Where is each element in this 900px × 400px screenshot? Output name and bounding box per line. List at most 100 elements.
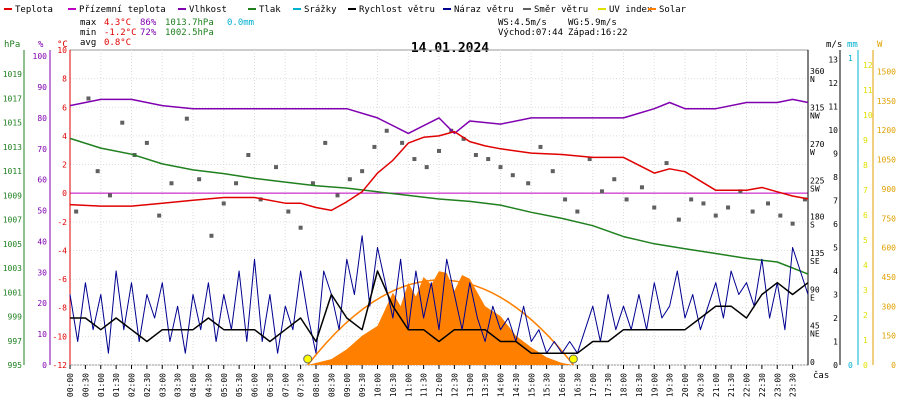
- tick-pct: 20: [37, 299, 47, 308]
- tick-time: 15:00: [527, 373, 536, 397]
- tick-uv: 7: [863, 186, 868, 195]
- wind-direction-point: [624, 197, 629, 202]
- tick-temp: 10: [57, 46, 67, 55]
- tick-dir-label: NW: [810, 112, 820, 121]
- stat-sunrise: Východ:07:44: [498, 28, 563, 38]
- tick-hpa: 1005: [3, 240, 22, 249]
- tick-dir-label: E: [810, 293, 815, 302]
- stat-value: 0.8°C: [104, 38, 131, 48]
- wind-direction-point: [424, 165, 429, 170]
- tick-time: 21:30: [727, 373, 736, 397]
- stat-value: min: [80, 28, 96, 38]
- wind-direction-point: [144, 140, 149, 145]
- tick-pct: 30: [37, 268, 47, 277]
- tick-time: 11:00: [404, 373, 413, 397]
- tick-ms: 0: [833, 361, 838, 370]
- tick-ms: 7: [833, 196, 838, 205]
- tick-time: 22:00: [743, 373, 752, 397]
- axis-unit-ms: m/s: [826, 40, 842, 50]
- tick-time: 17:30: [604, 373, 613, 397]
- series-humidity-line: [69, 98, 809, 135]
- wind-direction-point: [74, 209, 79, 214]
- wind-direction-point: [310, 181, 315, 186]
- wind-direction-point: [689, 197, 694, 202]
- tick-uv: 1: [863, 336, 868, 345]
- tick-time: 07:30: [297, 373, 306, 397]
- tick-hpa: 1009: [3, 191, 22, 200]
- wind-direction-point: [274, 165, 279, 170]
- sunrise-marker: [303, 354, 313, 364]
- tick-time: 20:00: [681, 373, 690, 397]
- tick-hpa: 1001: [3, 288, 22, 297]
- stat-value: 72%: [140, 28, 157, 38]
- tick-dir: 315: [810, 104, 825, 113]
- tick-dir: 0: [810, 358, 815, 367]
- tick-time: 10:00: [374, 373, 383, 397]
- tick-time: 16:00: [558, 373, 567, 397]
- wind-direction-point: [400, 140, 405, 145]
- tick-time: 12:30: [450, 373, 459, 397]
- tick-dir: 225: [810, 176, 825, 185]
- stat-value: 86%: [140, 18, 157, 28]
- wind-direction-point: [750, 209, 755, 214]
- legend-label: Teplota: [15, 5, 53, 15]
- tick-pct: 80: [37, 114, 47, 123]
- tick-time: 06:00: [251, 373, 260, 397]
- tick-temp: -12: [53, 361, 68, 370]
- tick-ms: 12: [828, 79, 838, 88]
- tick-uv: 5: [863, 236, 868, 245]
- tick-hpa: 1017: [3, 94, 22, 103]
- tick-hpa: 1015: [3, 119, 22, 128]
- tick-time: 23:30: [789, 373, 798, 397]
- tick-hpa: 995: [8, 361, 23, 370]
- stat-value: -1.2°C: [104, 28, 137, 38]
- right-axes: m/s mm W045NE90E135SE180S225SW270W315NW360…: [807, 40, 896, 370]
- wind-direction-point: [486, 157, 491, 162]
- tick-w: 1200: [877, 126, 896, 135]
- plot-area: [69, 96, 809, 366]
- tick-time: 02:00: [128, 373, 137, 397]
- tick-time: 05:30: [235, 373, 244, 397]
- tick-dir: 45: [810, 322, 820, 331]
- tick-ms: 1: [833, 337, 838, 346]
- wind-direction-point: [360, 169, 365, 174]
- tick-uv: 12: [863, 61, 873, 70]
- tick-time: 13:30: [481, 373, 490, 397]
- tick-uv: 10: [863, 111, 873, 120]
- axis-unit-pct: %: [38, 40, 44, 50]
- tick-time: 03:30: [174, 373, 183, 397]
- wind-direction-point: [563, 197, 568, 202]
- sun-arc: [307, 279, 574, 366]
- wind-direction-point: [347, 177, 352, 182]
- wind-direction-point: [209, 233, 214, 238]
- tick-time: 04:00: [189, 373, 198, 397]
- wind-direction-point: [726, 205, 731, 210]
- wind-direction-point: [221, 201, 226, 206]
- wind-direction-point: [157, 213, 162, 218]
- tick-uv: 4: [863, 261, 868, 270]
- tick-ms: 2: [833, 314, 838, 323]
- axis-unit-w: W: [877, 40, 883, 50]
- legend-label: Srážky: [304, 5, 337, 15]
- stat-value: avg: [80, 38, 96, 48]
- axis-label-time: čas: [813, 370, 829, 381]
- tick-pct: 90: [37, 83, 47, 92]
- tick-temp: 4: [62, 132, 67, 141]
- tick-pct: 50: [37, 207, 47, 216]
- tick-time: 09:30: [358, 373, 367, 397]
- tick-pct: 10: [37, 330, 47, 339]
- wind-direction-point: [778, 213, 783, 218]
- stat-value: max: [80, 18, 97, 28]
- stat-value: 1002.5hPa: [165, 28, 214, 38]
- wind-direction-point: [766, 201, 771, 206]
- tick-time: 08:00: [312, 373, 321, 397]
- chart-title: 14.01.2024: [411, 41, 489, 56]
- tick-pct: 100: [33, 52, 48, 61]
- tick-dir-label: SW: [810, 184, 820, 193]
- sunset-marker: [568, 354, 578, 364]
- tick-temp: 0: [62, 189, 67, 198]
- tick-uv: 8: [863, 161, 868, 170]
- wind-direction-point: [107, 193, 112, 198]
- wind-direction-point: [335, 193, 340, 198]
- tick-time: 14:30: [512, 373, 521, 397]
